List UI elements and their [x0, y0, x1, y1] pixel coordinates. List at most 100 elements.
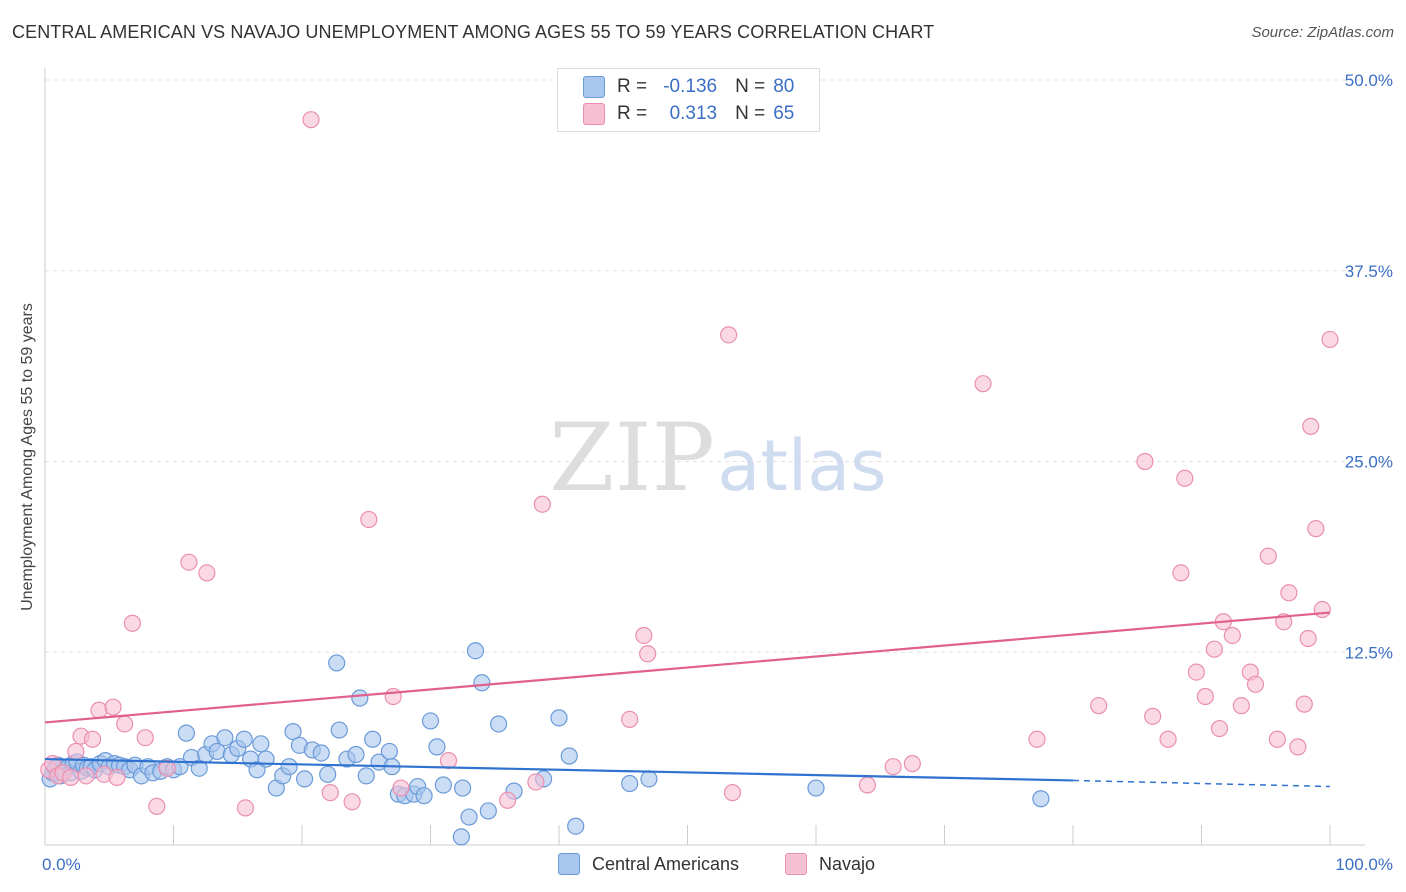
legend-n-label: N =: [735, 103, 766, 124]
legend-n-value: 65: [773, 103, 795, 124]
point-navajo: [104, 698, 122, 716]
point-navajo: [136, 729, 154, 747]
point-central-american: [380, 742, 398, 761]
point-central-american: [621, 774, 639, 793]
gridlines: [45, 79, 1365, 653]
point-navajo: [533, 495, 551, 513]
point-navajo: [639, 645, 657, 663]
point-navajo: [67, 742, 85, 761]
point-central-american: [550, 709, 568, 727]
point-navajo: [1295, 695, 1313, 713]
point-central-american: [295, 770, 314, 788]
tick-labels: 12.5% 25.0% 37.5% 50.0% 0.0% 100.0%: [42, 71, 1393, 874]
point-navajo: [974, 375, 992, 393]
point-navajo: [90, 701, 108, 719]
point-navajo: [1307, 520, 1325, 538]
point-navajo: [123, 614, 141, 632]
point-central-american: [190, 759, 208, 777]
point-navajo: [1223, 626, 1241, 645]
point-central-american: [319, 765, 337, 783]
point-central-american: [351, 689, 369, 707]
y-tick-label: 37.5%: [1345, 262, 1393, 281]
legend-r-value: -0.136: [663, 76, 718, 97]
y-tick-label: 12.5%: [1345, 643, 1393, 662]
legend-row-navajo: R = 0.313 N = 65: [583, 102, 794, 126]
point-central-american: [280, 758, 298, 776]
point-central-american: [364, 730, 382, 748]
legend-r-label: R =: [617, 103, 648, 124]
navajo-points: [40, 111, 1339, 817]
point-navajo: [723, 784, 742, 802]
point-navajo: [62, 768, 80, 786]
point-navajo: [83, 730, 102, 748]
x-tick-label: 100.0%: [1335, 855, 1393, 874]
point-navajo: [236, 799, 255, 817]
point-central-american: [460, 808, 478, 826]
point-central-american: [479, 802, 497, 820]
point-central-american: [177, 724, 195, 742]
point-central-american: [454, 779, 472, 797]
point-navajo: [392, 779, 410, 797]
series-swatch-pink: [785, 853, 807, 875]
point-central-american: [328, 654, 346, 672]
point-navajo: [1159, 730, 1177, 748]
point-navajo: [321, 784, 339, 802]
point-navajo: [1090, 697, 1108, 715]
series-name: Navajo: [819, 853, 876, 874]
point-navajo: [1144, 707, 1162, 725]
point-navajo: [1246, 675, 1265, 693]
point-central-american: [466, 642, 485, 660]
point-central-american: [421, 712, 440, 730]
point-central-american: [347, 745, 365, 764]
point-navajo: [1259, 547, 1277, 565]
series-swatch-blue: [558, 853, 580, 875]
legend-n-label: N =: [735, 76, 766, 97]
point-navajo: [1136, 452, 1154, 471]
point-navajo: [148, 797, 166, 815]
point-central-american: [357, 767, 375, 785]
point-central-american: [252, 735, 270, 753]
point-navajo: [360, 510, 378, 529]
legend-swatch-blue: [583, 76, 605, 98]
point-navajo: [1280, 584, 1298, 602]
watermark: ZIP atlas: [549, 404, 886, 513]
point-navajo: [180, 553, 198, 571]
point-navajo: [1187, 663, 1205, 681]
series-legend-navajo: Navajo: [785, 852, 875, 876]
point-central-american: [284, 723, 302, 741]
point-central-american: [312, 744, 330, 762]
point-navajo: [1176, 469, 1194, 487]
point-navajo: [527, 773, 545, 791]
point-central-american: [452, 828, 470, 846]
point-navajo: [903, 755, 921, 773]
trend-lines: [44, 611, 1331, 788]
point-navajo: [1268, 730, 1286, 748]
point-navajo: [1321, 330, 1339, 349]
point-navajo: [1289, 738, 1307, 756]
point-central-american: [216, 729, 234, 747]
point-navajo: [884, 758, 902, 776]
trend-line-central-americans: [44, 757, 1074, 782]
point-central-american: [473, 674, 491, 692]
point-navajo: [198, 564, 216, 582]
source-credit: Source: ZipAtlas.com: [1251, 24, 1394, 41]
point-navajo: [77, 767, 95, 785]
legend-r-label: R =: [617, 76, 648, 97]
point-navajo: [621, 710, 639, 728]
point-navajo: [720, 326, 738, 344]
point-central-american: [560, 747, 578, 765]
point-navajo: [1210, 719, 1229, 738]
trend-line-navajo: [44, 611, 1331, 724]
point-central-american: [567, 817, 585, 835]
stats-legend: R = -0.136 N = 80 R = 0.313 N = 65: [557, 68, 820, 132]
point-navajo: [1302, 417, 1320, 436]
point-central-american: [640, 770, 658, 788]
legend-row-central-americans: R = -0.136 N = 80: [583, 75, 794, 99]
y-tick-label: 25.0%: [1345, 453, 1393, 472]
point-navajo: [635, 626, 653, 645]
axes: [44, 68, 1365, 846]
y-tick-label: 50.0%: [1345, 71, 1393, 90]
point-navajo: [1299, 629, 1317, 648]
chart-title: CENTRAL AMERICAN VS NAVAJO UNEMPLOYMENT …: [12, 22, 935, 42]
